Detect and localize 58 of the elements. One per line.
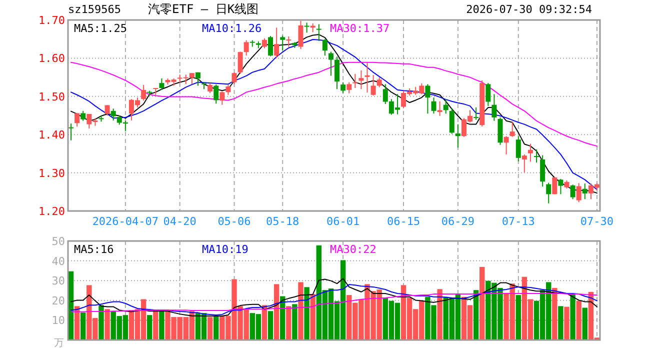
bar bbox=[159, 310, 164, 340]
chart-title: 汽零ETF — 日K线图 bbox=[148, 2, 259, 16]
bar bbox=[558, 306, 564, 340]
bar bbox=[80, 312, 86, 340]
bar bbox=[310, 294, 316, 340]
line-series bbox=[70, 284, 598, 316]
y-tick-label: 30 bbox=[52, 274, 65, 288]
bar bbox=[268, 311, 274, 340]
text: sz159565 bbox=[68, 3, 121, 16]
text: MA10:1.26 bbox=[202, 22, 262, 35]
bar bbox=[570, 294, 576, 340]
line-series bbox=[70, 278, 598, 317]
x-tick-label: 06-01 bbox=[326, 215, 360, 228]
bar bbox=[564, 306, 570, 340]
y-tick-label: 1.20 bbox=[38, 205, 65, 218]
y-tick-label: 1.70 bbox=[38, 14, 65, 27]
text: MA5:1.25 bbox=[74, 22, 127, 35]
bar bbox=[473, 290, 479, 340]
x-tick-label: 06-29 bbox=[441, 215, 474, 228]
bar bbox=[147, 315, 152, 340]
y-tick-label: 1.50 bbox=[38, 90, 65, 104]
text: MA10:19 bbox=[202, 243, 248, 256]
bar bbox=[104, 309, 110, 340]
x-tick-label: 05-06 bbox=[218, 215, 251, 228]
text: MA30:22 bbox=[330, 243, 376, 256]
line-series bbox=[70, 292, 598, 312]
bar bbox=[552, 288, 558, 340]
bar bbox=[292, 304, 298, 340]
text: 2026-07-30 09:32:54 bbox=[466, 3, 592, 16]
bar bbox=[98, 305, 104, 340]
y-axis-title: 万 bbox=[54, 338, 64, 349]
text: MA30:1.37 bbox=[330, 22, 390, 35]
y-tick-label: 10 bbox=[52, 314, 65, 328]
bar bbox=[576, 300, 582, 340]
text: MA5:16 bbox=[74, 243, 114, 256]
bar bbox=[582, 308, 588, 340]
y-tick-label: 1.60 bbox=[38, 52, 65, 66]
x-tick-label: 07-30 bbox=[580, 215, 614, 228]
y-tick-label: 40 bbox=[52, 254, 65, 268]
bar bbox=[298, 282, 304, 340]
x-tick-label: 07-13 bbox=[502, 215, 535, 228]
x-tick-label: 2026-04-07 bbox=[92, 215, 159, 228]
x-tick-label: 06-15 bbox=[386, 215, 420, 228]
y-tick-label: 1.30 bbox=[38, 166, 65, 180]
y-tick-label: 50 bbox=[52, 235, 65, 248]
bar bbox=[274, 284, 280, 340]
bar bbox=[480, 266, 485, 340]
y-tick-label: 20 bbox=[52, 294, 65, 308]
bar bbox=[153, 310, 158, 340]
bar bbox=[437, 289, 442, 340]
y-tick-label: 1.40 bbox=[38, 128, 65, 142]
bar bbox=[207, 317, 213, 340]
x-tick-label: 04-20 bbox=[163, 215, 196, 228]
bar bbox=[516, 295, 521, 340]
bar bbox=[304, 287, 310, 340]
bar bbox=[214, 316, 219, 340]
x-tick-label: 05-18 bbox=[266, 215, 300, 228]
bar bbox=[286, 306, 292, 340]
